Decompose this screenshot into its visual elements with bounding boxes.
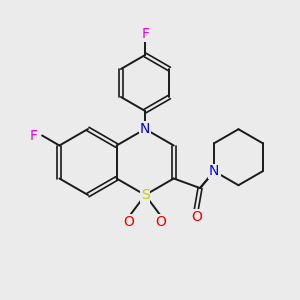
Text: N: N bbox=[140, 122, 150, 136]
Text: O: O bbox=[156, 215, 167, 229]
Text: N: N bbox=[209, 164, 219, 178]
Text: F: F bbox=[141, 27, 149, 41]
Text: O: O bbox=[191, 210, 202, 224]
Text: S: S bbox=[141, 188, 149, 202]
Text: F: F bbox=[30, 128, 38, 142]
Text: O: O bbox=[124, 215, 135, 229]
Text: N: N bbox=[210, 164, 220, 178]
